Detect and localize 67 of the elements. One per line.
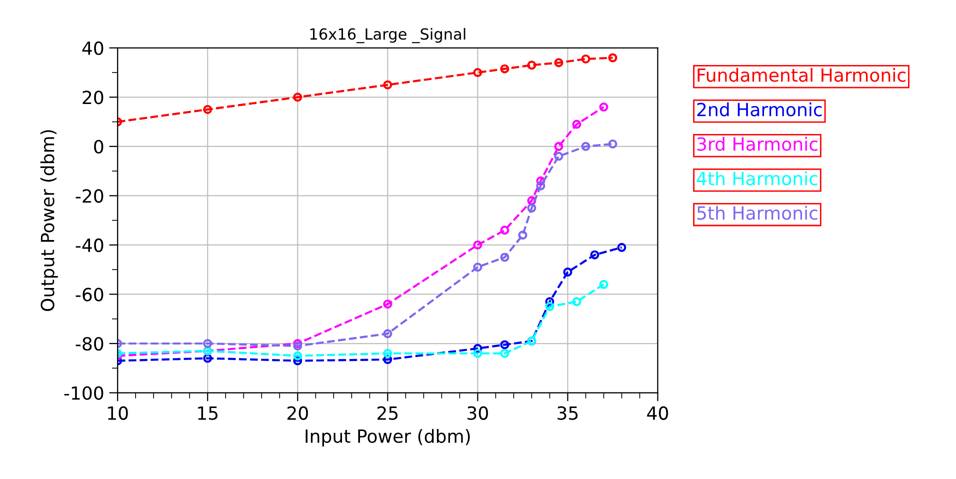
point — [581, 54, 590, 64]
point — [500, 252, 510, 262]
x-tick-label: 30 — [468, 406, 488, 420]
point — [473, 348, 482, 358]
point — [536, 176, 546, 186]
chart-title: 16x16_Large _Signal — [310, 28, 466, 44]
y-axis-title: Output Power (dbm) — [40, 130, 58, 312]
x-tick-label: 20 — [287, 406, 308, 420]
x-tick-label: 15 — [198, 406, 218, 420]
point — [590, 250, 600, 260]
point — [554, 142, 564, 151]
text: 4th Harmonic — [696, 171, 818, 186]
point — [203, 338, 212, 348]
y-tick-label: 0 — [94, 140, 104, 154]
x-axis-title: Input Power (dbm) — [306, 429, 470, 446]
point — [545, 302, 554, 312]
point — [536, 181, 546, 190]
point — [599, 280, 608, 289]
point — [500, 64, 510, 74]
point — [617, 242, 626, 252]
point — [383, 329, 392, 338]
x-tick-label: 35 — [558, 406, 578, 420]
point — [581, 142, 590, 151]
y-tick-label: -60 — [76, 288, 104, 302]
point — [473, 68, 482, 78]
point — [554, 58, 564, 68]
point — [203, 104, 212, 114]
point — [545, 297, 554, 306]
point — [473, 344, 482, 353]
point — [563, 268, 572, 277]
point — [608, 139, 618, 148]
y-tick-label: 20 — [82, 90, 104, 104]
text: 5th Harmonic — [697, 206, 818, 220]
point — [383, 355, 392, 364]
point — [383, 300, 392, 309]
point — [500, 348, 510, 358]
point — [473, 240, 482, 250]
x-tick-label: 40 — [647, 406, 668, 420]
x-tick-label: 10 — [108, 406, 128, 420]
point — [500, 226, 510, 235]
y-tick-label: -20 — [76, 189, 104, 203]
point — [599, 102, 608, 112]
point — [572, 297, 582, 306]
point — [572, 120, 582, 129]
point — [383, 348, 392, 358]
text: Fundamental Harmonic — [698, 68, 906, 82]
y-tick-label: -100 — [64, 386, 104, 400]
text: 3rd Harmonic — [697, 136, 818, 151]
y-tick-label: 40 — [82, 41, 104, 56]
point — [293, 351, 302, 360]
y-tick-label: -80 — [76, 336, 104, 351]
x-tick-label: 25 — [377, 406, 398, 420]
point — [293, 338, 302, 348]
y-tick-label: -40 — [76, 238, 104, 252]
point — [527, 60, 536, 70]
point — [293, 356, 302, 366]
point — [293, 92, 302, 102]
point — [527, 196, 536, 206]
point — [518, 230, 528, 240]
point — [554, 152, 564, 161]
text: 2nd Harmonic — [697, 102, 822, 116]
point — [203, 354, 212, 363]
point — [383, 80, 392, 90]
point — [500, 340, 510, 350]
point — [527, 204, 536, 213]
point — [608, 53, 618, 62]
point — [473, 262, 482, 272]
